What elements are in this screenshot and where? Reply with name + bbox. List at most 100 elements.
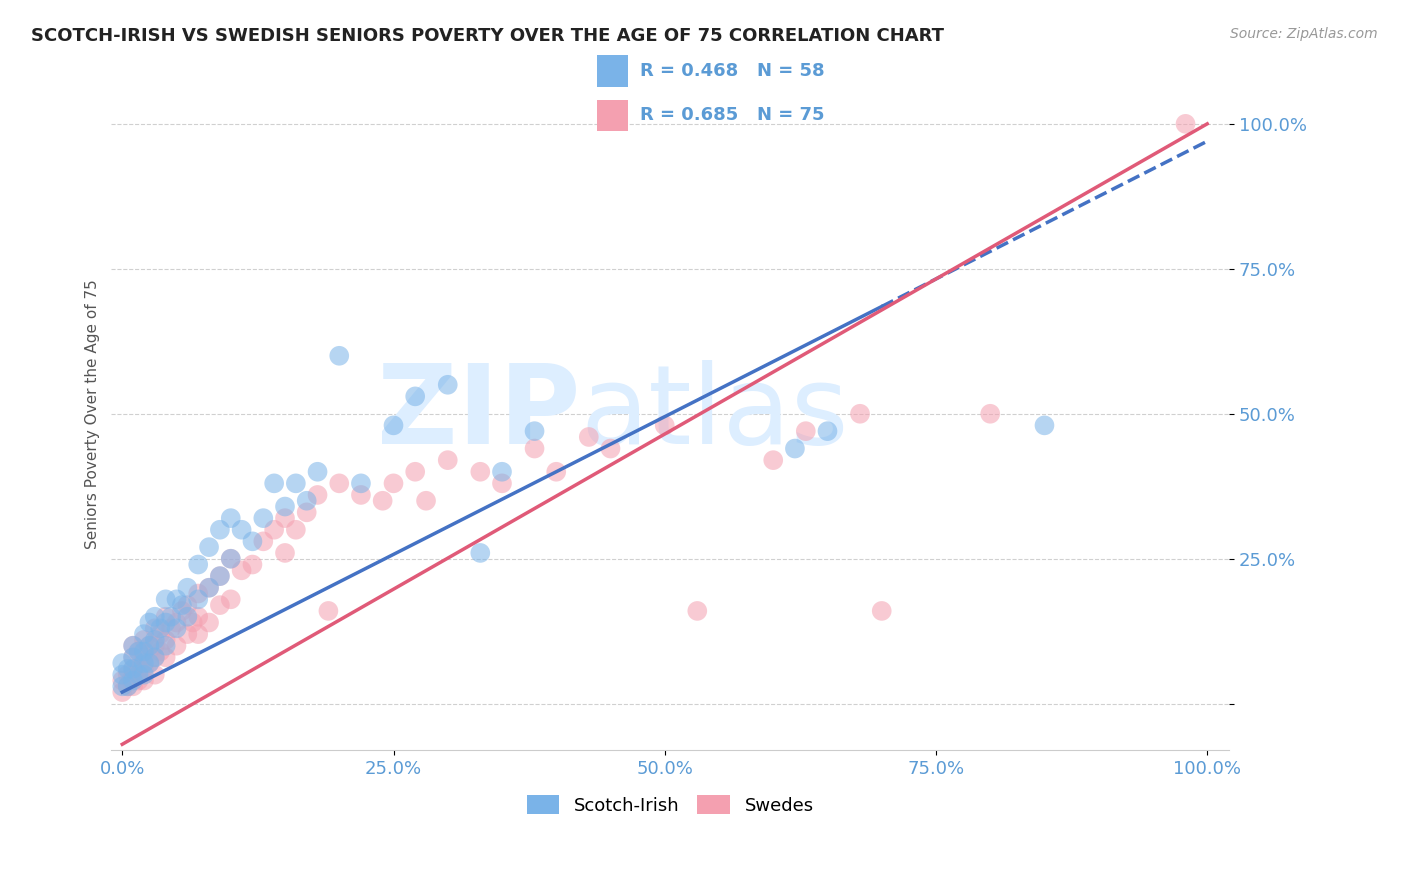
Point — [128, 667, 150, 681]
Point — [219, 592, 242, 607]
Point — [132, 667, 155, 681]
Point — [436, 453, 458, 467]
Point — [111, 673, 134, 688]
Point — [762, 453, 785, 467]
Point — [817, 424, 839, 438]
Point — [143, 650, 166, 665]
Point — [252, 511, 274, 525]
Point — [187, 558, 209, 572]
Point — [122, 639, 145, 653]
Point — [132, 632, 155, 647]
Point — [122, 650, 145, 665]
Point — [111, 685, 134, 699]
Point — [415, 493, 437, 508]
Point — [138, 656, 160, 670]
Point — [128, 673, 150, 688]
Point — [231, 563, 253, 577]
Point — [198, 540, 221, 554]
Point — [404, 389, 426, 403]
Point — [122, 662, 145, 676]
Point — [170, 598, 193, 612]
Point — [198, 581, 221, 595]
Point — [117, 667, 139, 681]
Point — [117, 679, 139, 693]
Point — [328, 349, 350, 363]
Point — [155, 632, 177, 647]
Point — [166, 592, 188, 607]
Point — [155, 592, 177, 607]
Point — [578, 430, 600, 444]
Point — [132, 662, 155, 676]
Point — [404, 465, 426, 479]
Point — [382, 476, 405, 491]
Point — [849, 407, 872, 421]
Point — [187, 586, 209, 600]
Point — [138, 615, 160, 630]
Point — [132, 627, 155, 641]
Point — [170, 604, 193, 618]
Point — [187, 609, 209, 624]
Point — [284, 523, 307, 537]
Point — [371, 493, 394, 508]
Point — [132, 673, 155, 688]
Point — [219, 511, 242, 525]
Point — [111, 667, 134, 681]
Point — [187, 627, 209, 641]
Legend: Scotch-Irish, Swedes: Scotch-Irish, Swedes — [520, 788, 821, 822]
Point — [783, 442, 806, 456]
Point — [263, 476, 285, 491]
Point — [263, 523, 285, 537]
Point — [208, 569, 231, 583]
Point — [654, 418, 676, 433]
Point — [198, 581, 221, 595]
Point — [242, 534, 264, 549]
Point — [208, 569, 231, 583]
Point — [120, 673, 142, 688]
Point — [470, 465, 492, 479]
Point — [122, 650, 145, 665]
Point — [242, 558, 264, 572]
Point — [143, 609, 166, 624]
Point — [350, 476, 373, 491]
Point — [794, 424, 817, 438]
Point — [149, 627, 172, 641]
Point — [198, 615, 221, 630]
Point — [143, 667, 166, 681]
Point — [523, 442, 546, 456]
Point — [176, 598, 198, 612]
Y-axis label: Seniors Poverty Over the Age of 75: Seniors Poverty Over the Age of 75 — [86, 279, 100, 549]
Text: SCOTCH-IRISH VS SWEDISH SENIORS POVERTY OVER THE AGE OF 75 CORRELATION CHART: SCOTCH-IRISH VS SWEDISH SENIORS POVERTY … — [31, 27, 943, 45]
FancyBboxPatch shape — [596, 55, 627, 87]
Point — [208, 598, 231, 612]
Point — [122, 662, 145, 676]
Point — [295, 493, 318, 508]
Point — [122, 673, 145, 688]
FancyBboxPatch shape — [596, 100, 627, 131]
Point — [138, 639, 160, 653]
Point — [284, 476, 307, 491]
Point — [546, 465, 568, 479]
Point — [160, 621, 183, 635]
Point — [436, 377, 458, 392]
Point — [208, 523, 231, 537]
Point — [132, 656, 155, 670]
Point — [187, 592, 209, 607]
Point — [122, 679, 145, 693]
Point — [870, 604, 893, 618]
Point — [143, 621, 166, 635]
Point — [111, 679, 134, 693]
Point — [132, 644, 155, 658]
Point — [149, 644, 172, 658]
Point — [128, 644, 150, 658]
Point — [128, 644, 150, 658]
Point — [491, 465, 513, 479]
Point — [328, 476, 350, 491]
Point — [686, 604, 709, 618]
Point — [274, 546, 297, 560]
Point — [350, 488, 373, 502]
Text: R = 0.468   N = 58: R = 0.468 N = 58 — [640, 62, 825, 80]
Text: Source: ZipAtlas.com: Source: ZipAtlas.com — [1230, 27, 1378, 41]
Point — [176, 581, 198, 595]
Point — [117, 662, 139, 676]
Point — [155, 639, 177, 653]
